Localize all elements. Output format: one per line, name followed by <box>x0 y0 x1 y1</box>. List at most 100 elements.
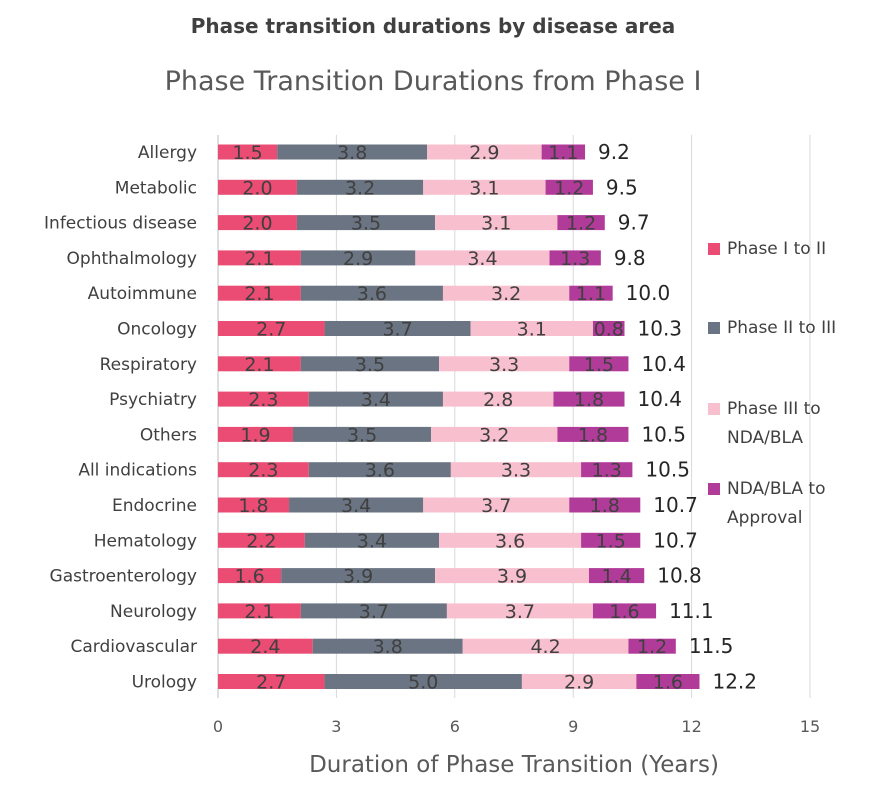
bar-segment <box>439 356 570 372</box>
legend-label: Phase II to III <box>727 318 836 338</box>
bar-segment <box>218 638 313 654</box>
bar-segment <box>296 215 436 231</box>
data-label: 1.6 <box>234 566 264 588</box>
data-label: 2.9 <box>343 248 373 270</box>
data-label: 3.4 <box>361 389 391 411</box>
bar-segment <box>218 568 282 584</box>
bar-segment <box>308 391 443 407</box>
data-label: 3.3 <box>501 460 531 482</box>
data-label: 2.7 <box>256 672 286 694</box>
data-label: 3.2 <box>345 177 375 199</box>
total-label: 10.5 <box>645 458 690 482</box>
category-label: Neurology <box>110 602 197 622</box>
bar-segment <box>218 179 297 195</box>
bar-segment <box>592 603 657 619</box>
legend-swatch <box>708 243 720 255</box>
bar-segment <box>324 321 471 336</box>
bar-segment <box>636 674 700 689</box>
legend-swatch <box>708 403 720 415</box>
bar-segment <box>300 285 443 301</box>
data-label: 3.7 <box>505 601 535 623</box>
category-label: Autoimmune <box>88 284 197 304</box>
data-label: 3.2 <box>479 424 509 446</box>
category-label: Urology <box>132 673 197 693</box>
bar-segment <box>296 179 424 195</box>
x-tick-label: 9 <box>568 717 578 736</box>
category-label: Hematology <box>94 531 197 551</box>
bar-segment <box>218 215 297 231</box>
data-label: 2.9 <box>564 672 594 694</box>
category-label: Infectious disease <box>44 214 197 234</box>
bar-segment <box>592 321 625 336</box>
data-label: 2.8 <box>483 389 513 411</box>
data-label: 1.6 <box>609 601 639 623</box>
bar-segment <box>442 285 570 301</box>
bar-segment <box>218 674 325 689</box>
data-label: 3.6 <box>357 283 387 305</box>
bar-segment <box>218 532 305 548</box>
data-label: 1.1 <box>576 283 606 305</box>
data-label: 3.5 <box>347 424 377 446</box>
data-label: 1.2 <box>566 213 596 235</box>
x-axis-title: Duration of Phase Transition (Years) <box>309 752 719 778</box>
category-label: Ophthalmology <box>67 249 197 269</box>
bar-segment <box>218 426 293 442</box>
data-label: 2.3 <box>248 389 278 411</box>
data-label: 3.9 <box>343 566 373 588</box>
total-label: 10.3 <box>638 317 683 341</box>
bar-segment <box>277 144 428 160</box>
bar-segment <box>569 356 629 372</box>
legend-label: Approval <box>727 508 802 528</box>
bar-segment <box>218 497 290 513</box>
category-label: Allergy <box>138 143 197 163</box>
data-label: 1.6 <box>653 672 683 694</box>
bar-segment <box>427 144 542 160</box>
legend-label: NDA/BLA <box>727 428 803 448</box>
data-label: 2.7 <box>256 319 286 341</box>
category-label: Psychiatry <box>109 390 197 410</box>
data-label: 1.3 <box>560 248 590 270</box>
bar-segment <box>312 638 463 654</box>
bar-segment <box>304 532 440 548</box>
bar-segment <box>462 638 629 654</box>
data-label: 2.3 <box>248 460 278 482</box>
total-label: 9.7 <box>618 211 650 235</box>
bar-segment <box>218 250 301 266</box>
bar-segment <box>442 391 554 407</box>
bar-segment <box>545 179 593 195</box>
x-tick-label: 15 <box>800 717 820 736</box>
page-title: Phase transition durations by disease ar… <box>190 14 676 38</box>
data-label: 2.0 <box>242 177 272 199</box>
category-label: Others <box>140 425 197 445</box>
data-label: 2.1 <box>244 354 274 376</box>
data-label: 3.1 <box>481 213 511 235</box>
bar-segment <box>218 391 309 407</box>
total-label: 10.4 <box>638 387 683 411</box>
data-label: 3.7 <box>481 495 511 517</box>
data-label: 1.2 <box>637 636 667 658</box>
data-label: 3.2 <box>491 283 521 305</box>
bar-segment <box>300 356 440 372</box>
bar-segment <box>557 215 605 231</box>
total-label: 9.2 <box>598 140 630 164</box>
bar-segment <box>218 462 309 478</box>
bar-segment <box>324 674 522 689</box>
bar-segment <box>628 638 676 654</box>
data-label: 3.5 <box>351 213 381 235</box>
bar-segment <box>557 426 629 442</box>
bar-segment <box>300 250 416 266</box>
bar-segment <box>423 179 546 195</box>
bar-segment <box>553 391 625 407</box>
total-label: 10.0 <box>626 281 671 305</box>
bar-segment <box>435 215 558 231</box>
legend-swatch <box>708 483 720 495</box>
data-label: 1.5 <box>584 354 614 376</box>
bar-segment <box>435 568 589 584</box>
data-label: 3.7 <box>359 601 389 623</box>
bar-segment <box>218 356 301 372</box>
category-label: All indications <box>78 461 197 481</box>
data-label: 3.4 <box>357 530 387 552</box>
bar-segment <box>431 426 558 442</box>
bar-segment <box>521 674 637 689</box>
bar-segment <box>218 144 278 160</box>
